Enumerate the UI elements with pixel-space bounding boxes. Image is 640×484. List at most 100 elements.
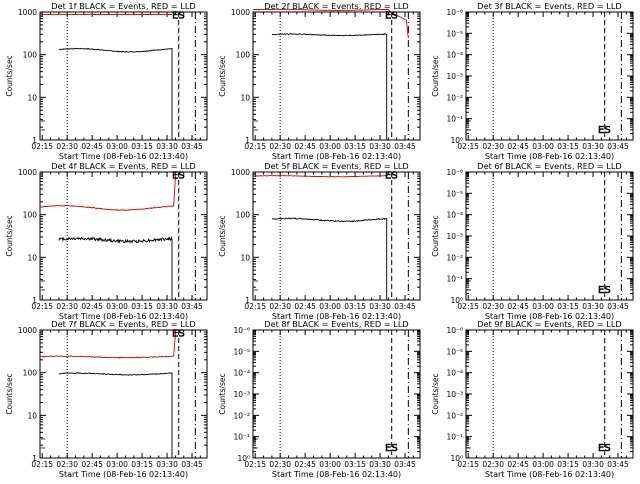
y-tick-label: 10⁻⁴	[446, 211, 463, 220]
x-tick-label: 02:15	[31, 142, 53, 151]
x-tick-label: 03:00	[106, 142, 128, 151]
x-axis-label: Start Time (08-Feb-16 02:13:40)	[59, 152, 188, 161]
x-tick-label: 03:15	[557, 302, 579, 311]
x-tick-label: 03:45	[394, 302, 416, 311]
y-tick-label: 10⁻³	[446, 72, 463, 81]
y-tick-label: 1000	[231, 168, 250, 177]
y-tick-label: 10⁻⁵	[446, 347, 463, 356]
y-tick-label: 10⁻¹	[446, 115, 463, 124]
y-tick-label: 10⁻¹	[446, 275, 463, 284]
x-axis-label: Start Time (08-Feb-16 02:13:40)	[485, 470, 614, 479]
x-tick-label: 03:45	[181, 460, 203, 469]
x-tick-label: 03:00	[106, 460, 128, 469]
y-tick-label: 10⁻²	[233, 411, 250, 420]
x-tick-label: 02:15	[244, 142, 266, 151]
x-tick-label: 02:15	[31, 460, 53, 469]
y-tick-label: 10⁻⁵	[446, 29, 463, 38]
y-tick-label: 10⁻²	[446, 253, 463, 262]
y-tick-label: 10⁻¹	[233, 433, 250, 442]
y-tick-label: 10⁻⁶	[446, 168, 463, 177]
x-tick-label: 03:30	[582, 460, 604, 469]
y-axis-label: Counts/sec	[431, 215, 440, 256]
x-tick-label: 02:45	[81, 460, 103, 469]
x-tick-label: 03:30	[582, 302, 604, 311]
es-label: ES	[172, 170, 185, 181]
y-tick-label: 10⁻⁴	[446, 369, 463, 378]
panel-det5f: Det 5f BLACK = Events, RED = LLD11010010…	[218, 161, 420, 321]
x-tick-label: 03:30	[369, 460, 391, 469]
x-tick-label: 02:15	[457, 302, 479, 311]
series-events-line	[272, 218, 387, 300]
x-tick-label: 03:30	[156, 142, 178, 151]
x-axis-label: Start Time (08-Feb-16 02:13:40)	[59, 470, 188, 479]
y-tick-label: 100	[236, 51, 251, 60]
series-events-line	[59, 237, 172, 300]
x-tick-label: 03:15	[344, 460, 366, 469]
y-tick-label: 10⁻²	[446, 411, 463, 420]
y-axis-label: Counts/sec	[431, 373, 440, 414]
y-tick-label: 10⁻³	[233, 390, 250, 399]
x-tick-label: 03:30	[156, 302, 178, 311]
es-label: ES	[598, 125, 611, 136]
y-tick-label: 100	[23, 369, 38, 378]
y-tick-label: 10	[240, 93, 250, 102]
y-tick-label: 100	[23, 211, 38, 220]
x-tick-label: 02:45	[294, 142, 316, 151]
y-axis-label: Counts/sec	[218, 373, 227, 414]
x-tick-label: 03:00	[106, 302, 128, 311]
x-tick-label: 03:30	[582, 142, 604, 151]
series-lld-line	[253, 176, 387, 177]
x-tick-label: 02:45	[507, 142, 529, 151]
x-tick-label: 02:30	[56, 302, 78, 311]
x-tick-label: 02:30	[269, 460, 291, 469]
y-tick-label: 10	[27, 253, 37, 262]
x-tick-label: 03:30	[369, 302, 391, 311]
y-tick-label: 10	[240, 253, 250, 262]
x-tick-label: 02:15	[244, 302, 266, 311]
x-tick-label: 02:15	[457, 142, 479, 151]
x-tick-label: 02:45	[507, 302, 529, 311]
series-events-line	[59, 373, 172, 458]
es-label: ES	[598, 285, 611, 296]
x-tick-label: 03:00	[319, 142, 341, 151]
x-tick-label: 02:30	[56, 460, 78, 469]
panel-det3f: Det 3f BLACK = Events, RED = LLD10⁰10⁻¹1…	[431, 1, 633, 161]
y-axis-label: Counts/sec	[218, 215, 227, 256]
x-tick-label: 02:45	[507, 460, 529, 469]
panel-det9f: Det 9f BLACK = Events, RED = LLD10⁰10⁻¹1…	[431, 319, 633, 479]
x-tick-label: 03:30	[369, 142, 391, 151]
es-label: ES	[385, 10, 398, 21]
y-axis-label: Counts/sec	[431, 55, 440, 96]
x-tick-label: 03:45	[607, 460, 629, 469]
edge-mark	[41, 121, 45, 130]
x-tick-label: 03:15	[131, 302, 153, 311]
y-tick-label: 10⁻⁶	[446, 326, 463, 335]
plot-frame	[466, 330, 633, 458]
edge-mark	[254, 121, 258, 130]
plot-frame	[253, 12, 420, 140]
plot-frame	[466, 12, 633, 140]
chart-title: Det 6f BLACK = Events, RED = LLD	[477, 161, 621, 171]
y-axis-label: Counts/sec	[5, 215, 14, 256]
series-lld-line	[40, 330, 176, 358]
y-tick-label: 10⁻⁶	[233, 326, 250, 335]
x-tick-label: 03:15	[557, 142, 579, 151]
panel-det7f: Det 7f BLACK = Events, RED = LLD11010010…	[5, 319, 207, 479]
x-tick-label: 02:45	[294, 460, 316, 469]
x-tick-label: 03:15	[131, 142, 153, 151]
y-tick-label: 10⁻³	[446, 232, 463, 241]
plot-frame	[253, 330, 420, 458]
y-tick-label: 10⁻⁴	[446, 51, 463, 60]
y-tick-label: 1000	[18, 8, 37, 17]
y-tick-label: 1000	[231, 8, 250, 17]
x-tick-label: 02:15	[31, 302, 53, 311]
x-tick-label: 03:30	[156, 460, 178, 469]
x-tick-label: 02:30	[482, 302, 504, 311]
x-tick-label: 03:15	[557, 460, 579, 469]
chart-title: Det 9f BLACK = Events, RED = LLD	[477, 319, 621, 329]
y-tick-label: 10⁻¹	[446, 433, 463, 442]
panel-det4f: Det 4f BLACK = Events, RED = LLD11010010…	[5, 161, 207, 321]
es-label: ES	[172, 328, 185, 339]
